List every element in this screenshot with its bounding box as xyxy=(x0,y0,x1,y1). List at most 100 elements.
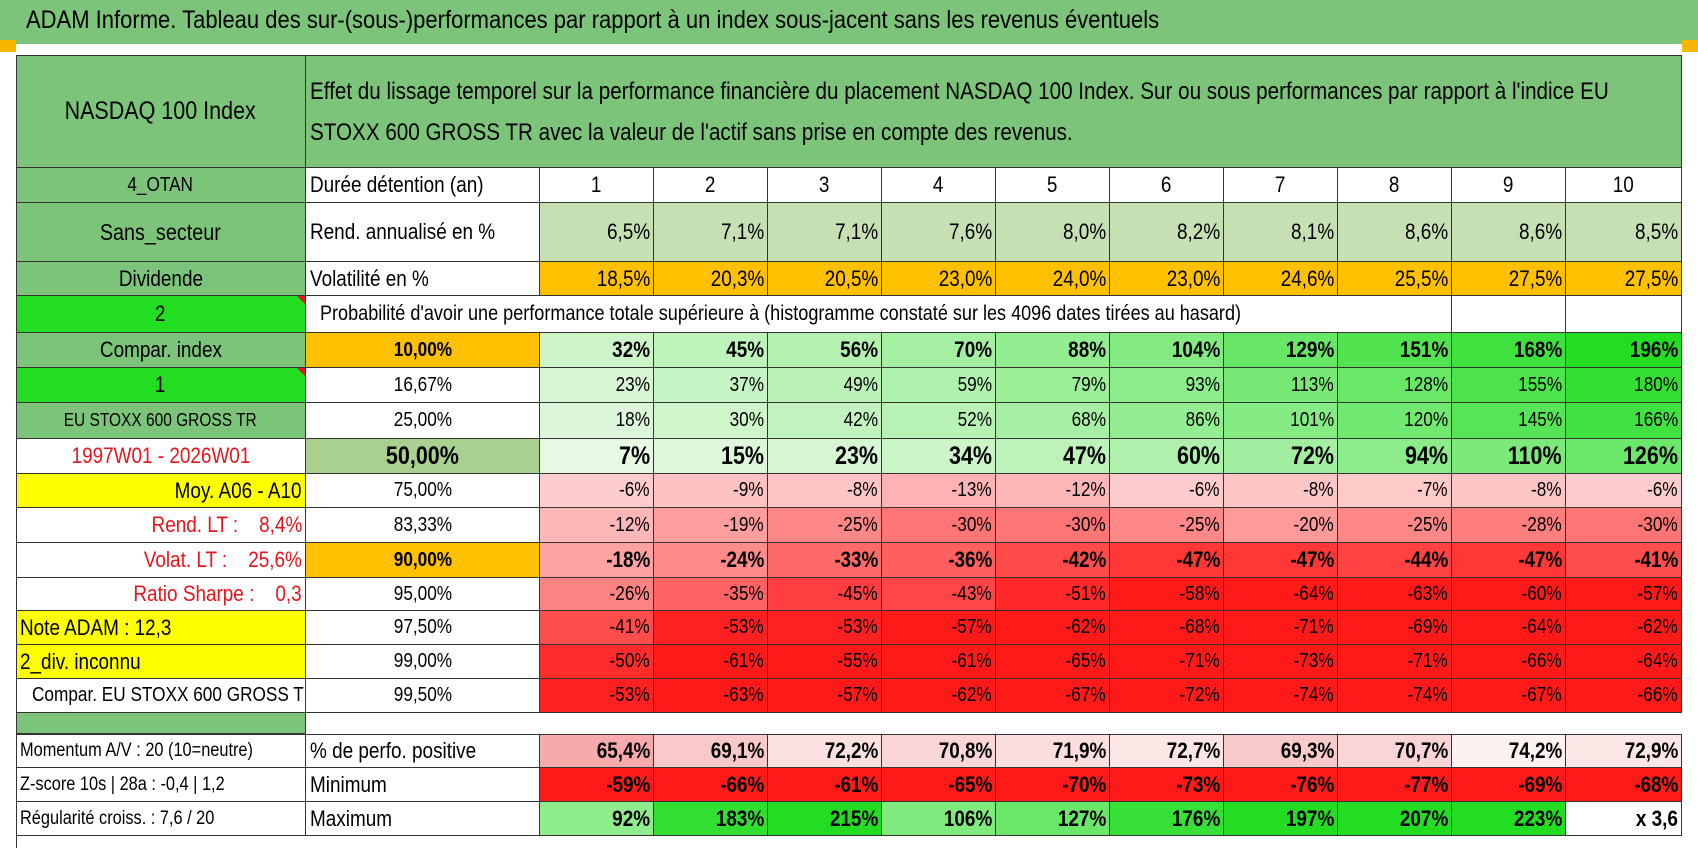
side-label-text: Moy. A06 - A10 xyxy=(175,477,302,503)
side-label-text: Compar. index xyxy=(99,337,222,362)
performance-value: -50% xyxy=(540,645,654,679)
stat-value: 72,7% xyxy=(1110,734,1224,768)
duration-label-text: Durée détention (an) xyxy=(310,172,484,197)
performance-value: -72% xyxy=(1110,679,1224,713)
percentile-label: 83,33% xyxy=(306,508,540,543)
performance-value-text: 101% xyxy=(1290,409,1334,431)
side-label-text: 1 xyxy=(155,372,166,397)
annual-return: 7,6% xyxy=(882,203,996,262)
performance-value: -63% xyxy=(1338,578,1452,611)
performance-value-text: 128% xyxy=(1404,373,1448,396)
performance-value: -42% xyxy=(996,543,1110,578)
table-description: Effet du lissage temporel sur la perform… xyxy=(306,55,1682,168)
fund-name: NASDAQ 100 Index xyxy=(16,55,306,168)
performance-value: 7% xyxy=(540,439,654,474)
annual-return-text: 8,2% xyxy=(1176,219,1220,244)
performance-value-text: 110% xyxy=(1508,441,1562,470)
volatility-value: 24,0% xyxy=(996,262,1110,296)
performance-value: -57% xyxy=(882,611,996,645)
stat-value: 71,9% xyxy=(996,734,1110,768)
volatility-value: 20,5% xyxy=(768,262,882,296)
performance-value-text: -50% xyxy=(609,650,650,672)
performance-value-text: -62% xyxy=(951,684,992,706)
performance-value: -57% xyxy=(768,679,882,713)
side-label-text: Rend. LT : 8,4% xyxy=(151,512,302,537)
performance-value-text: -51% xyxy=(1065,582,1106,605)
performance-value: 79% xyxy=(996,368,1110,403)
performance-value: -55% xyxy=(768,645,882,679)
year-header-text: 3 xyxy=(819,172,830,197)
performance-value-text: -69% xyxy=(1407,616,1448,638)
volatility-value-text: 23,0% xyxy=(1166,265,1220,291)
stat-value-text: 70,7% xyxy=(1394,738,1448,763)
stat-value-text: 183% xyxy=(715,805,764,831)
performance-value-text: -68% xyxy=(1179,616,1220,638)
side-label: 4_OTAN xyxy=(16,168,306,203)
performance-value-text: 60% xyxy=(1176,441,1220,470)
performance-value-text: 113% xyxy=(1291,373,1334,396)
year-header: 9 xyxy=(1452,168,1566,203)
side-label: Dividende xyxy=(16,262,306,296)
performance-value-text: -7% xyxy=(1417,479,1448,501)
percentile-label: 10,00% xyxy=(306,333,540,368)
year-header-text: 2 xyxy=(705,172,716,197)
performance-value: -69% xyxy=(1338,611,1452,645)
duration-label: Durée détention (an) xyxy=(306,168,540,203)
performance-value: -57% xyxy=(1566,578,1682,611)
performance-value-text: -63% xyxy=(1407,582,1448,605)
stat-value: 69,1% xyxy=(654,734,768,768)
volatility-value-text: 24,6% xyxy=(1280,265,1334,291)
performance-value: -33% xyxy=(768,543,882,578)
performance-value: 88% xyxy=(996,333,1110,368)
stat-value-text: 207% xyxy=(1399,805,1448,831)
performance-value-text: 86% xyxy=(1185,409,1220,431)
performance-value: -12% xyxy=(540,508,654,543)
performance-value-text: -57% xyxy=(951,616,992,638)
performance-value-text: -66% xyxy=(1521,650,1562,672)
percentile-label: 75,00% xyxy=(306,474,540,508)
probability-heading: Probabilité d'avoir une performance tota… xyxy=(306,296,1452,333)
performance-value-text: 104% xyxy=(1171,337,1220,362)
performance-value-text: 120% xyxy=(1404,409,1448,431)
stat-value-text: -73% xyxy=(1175,771,1220,797)
volatility-value-text: 27,5% xyxy=(1624,265,1678,291)
annual-return-text: 8,1% xyxy=(1290,219,1334,244)
side-label: Compar. index xyxy=(16,333,306,368)
return-label: Rend. annualisé en % xyxy=(306,203,540,262)
performance-value-text: 72% xyxy=(1290,441,1334,470)
year-header: 3 xyxy=(768,168,882,203)
stat-value: 72,9% xyxy=(1566,734,1682,768)
performance-value-text: -13% xyxy=(951,479,992,501)
stat-value-text: 92% xyxy=(612,805,650,831)
performance-value: -61% xyxy=(654,645,768,679)
performance-value-text: 56% xyxy=(840,337,878,362)
performance-value: -67% xyxy=(996,679,1110,713)
performance-value-text: 70% xyxy=(954,337,992,362)
performance-value-text: -67% xyxy=(1521,684,1562,706)
year-header: 1 xyxy=(540,168,654,203)
performance-value: -53% xyxy=(654,611,768,645)
year-header: 6 xyxy=(1110,168,1224,203)
performance-value-text: 79% xyxy=(1071,373,1106,396)
stat-value: 197% xyxy=(1224,802,1338,836)
title-bar xyxy=(0,0,1698,44)
stat-value: 72,2% xyxy=(768,734,882,768)
performance-value: -62% xyxy=(996,611,1110,645)
probability-heading-text: Probabilité d'avoir une performance tota… xyxy=(320,302,1242,325)
performance-value: -41% xyxy=(1566,543,1682,578)
stat-value: x 3,6 xyxy=(1566,802,1682,836)
percentile-label-text: 83,33% xyxy=(393,513,452,536)
side-label: Moy. A06 - A10 xyxy=(16,474,306,508)
stat-value-text: 106% xyxy=(943,805,992,831)
performance-value-text: -30% xyxy=(1065,513,1106,536)
stat-value: -76% xyxy=(1224,768,1338,802)
performance-value-text: 32% xyxy=(612,337,650,362)
performance-value-text: 59% xyxy=(957,373,992,396)
performance-value: -74% xyxy=(1338,679,1452,713)
performance-value-text: -47% xyxy=(1175,547,1220,572)
performance-value: -8% xyxy=(1452,474,1566,508)
performance-value-text: -8% xyxy=(1531,479,1562,501)
side-label-text: Compar. EU STOXX 600 GROSS TR xyxy=(32,684,306,706)
annual-return: 8,1% xyxy=(1224,203,1338,262)
year-header: 5 xyxy=(996,168,1110,203)
